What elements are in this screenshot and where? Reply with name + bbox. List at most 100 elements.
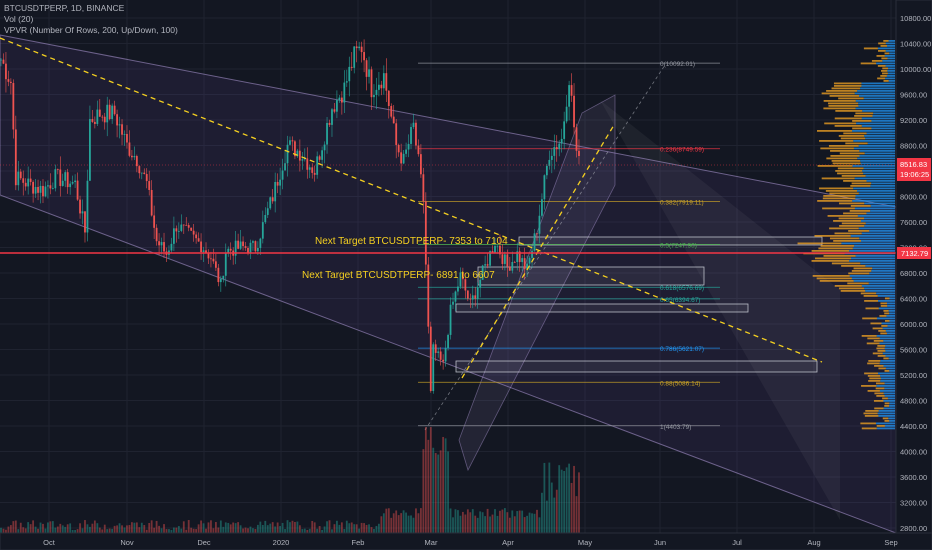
candle-body	[370, 69, 373, 98]
volume-bar	[565, 467, 568, 533]
candle-body	[7, 79, 10, 82]
volume-profile-up	[887, 325, 895, 327]
volume-profile-down	[872, 327, 883, 330]
target-label-1[interactable]: Next Target BTCUSDTPERP- 7353 to 7104	[315, 236, 508, 247]
volume-bar	[19, 522, 22, 533]
volume-profile-up	[871, 182, 895, 185]
candle-body	[126, 133, 128, 143]
volume-bar	[575, 496, 578, 533]
candle-body	[252, 241, 254, 243]
vpvr-legend[interactable]: VPVR (Number Of Rows, 200, Up/Down, 100)	[4, 25, 178, 35]
volume-profile-down	[880, 305, 888, 307]
candle-body	[269, 197, 272, 209]
volume-bar	[111, 528, 114, 533]
target-zone-2[interactable]	[477, 266, 705, 286]
fibonacci-retracement[interactable]: 0(10092.01) 0.236(8749.59) 0.382(7919.11) 0…	[418, 61, 720, 431]
candle-body	[143, 172, 146, 175]
volume-bar	[155, 520, 158, 533]
yellow-trendline[interactable]	[0, 37, 823, 363]
target-zone-3[interactable]	[455, 303, 749, 313]
volume-profile-down	[861, 385, 877, 387]
volume-bar	[536, 509, 538, 533]
volume-profile-down	[851, 270, 872, 272]
candle-body	[259, 238, 262, 248]
volume-bar	[543, 462, 546, 533]
volume-profile-up	[876, 427, 895, 430]
volume-profile-down	[816, 130, 853, 132]
volume-profile-down	[883, 80, 889, 82]
candle-body	[86, 180, 89, 233]
volume-profile-up	[887, 45, 895, 47]
volume-profile-down	[835, 170, 863, 172]
volume-profile-up	[887, 305, 895, 307]
volume-profile-down	[823, 195, 856, 197]
volume-profile-up	[884, 425, 895, 427]
volume-profile-up	[864, 202, 895, 205]
volume-profile-up	[875, 422, 895, 425]
volume-bar	[348, 523, 351, 533]
candle-body	[494, 246, 496, 253]
candle-body	[538, 215, 541, 234]
target-zone-1[interactable]	[518, 236, 823, 246]
candle-body	[180, 224, 183, 231]
volume-bar	[328, 520, 331, 533]
volume-bar	[548, 462, 551, 533]
volume-bar	[279, 526, 282, 533]
candle-body	[348, 66, 351, 82]
volume-profile-up	[886, 75, 895, 77]
volume-bar	[289, 522, 291, 533]
projection-triangle[interactable]	[600, 100, 840, 520]
symbol-legend[interactable]: BTCUSDTPERP, 1D, BINANCE	[4, 3, 125, 13]
volume-bar	[318, 526, 321, 533]
candle-body	[74, 180, 76, 183]
volume-bar	[133, 522, 136, 533]
chart-legend: BTCUSDTPERP, 1D, BINANCE Vol (20) VPVR (…	[4, 3, 178, 36]
candle-body	[210, 258, 212, 260]
candle-body	[355, 46, 358, 49]
candle-body	[380, 84, 383, 89]
candle-body	[382, 73, 385, 89]
volume-profile-down	[884, 312, 890, 315]
volume-profile-down	[838, 287, 865, 290]
volume-profile-up	[878, 410, 895, 412]
volume-profile-up	[866, 132, 895, 135]
volume-bar	[66, 524, 69, 533]
candle-body	[131, 155, 133, 158]
candle-body	[459, 272, 462, 287]
projection-dashed-line[interactable]	[424, 64, 666, 431]
volume-bar	[93, 520, 96, 533]
target-zone-4[interactable]	[455, 360, 818, 373]
candle-body	[570, 85, 573, 96]
candle-body	[212, 258, 215, 262]
candle-body	[506, 254, 509, 267]
volume-profile-down	[878, 367, 886, 370]
volume-bar	[331, 529, 333, 533]
candle-body	[291, 140, 294, 142]
volume-bar	[387, 508, 390, 533]
candle-body	[227, 248, 230, 253]
volume-bar	[296, 521, 299, 533]
volume-bar	[353, 524, 356, 533]
candle-body	[343, 82, 346, 103]
volume-profile-down	[867, 362, 880, 365]
volume-bar	[195, 529, 198, 533]
candle-body	[239, 241, 242, 249]
volume-profile-down	[882, 67, 889, 70]
candle-body	[447, 334, 449, 349]
candle-body	[64, 172, 67, 181]
rising-dashed-trendline[interactable]	[461, 124, 615, 379]
candle-body	[19, 171, 22, 179]
volume-profile-down	[884, 420, 890, 422]
candle-body	[150, 189, 153, 216]
candle-body	[439, 351, 442, 360]
target-label-2[interactable]: Next Target BTCUSDTPERP- 6891 to 6607	[302, 270, 495, 281]
volume-legend[interactable]: Vol (20)	[4, 14, 34, 24]
volume-bar	[343, 529, 346, 533]
candle-body	[5, 63, 7, 80]
volume-profile-down	[841, 265, 866, 267]
volume-profile-up	[860, 220, 895, 222]
candle-body	[160, 242, 163, 246]
volume-profile-up	[853, 147, 895, 150]
